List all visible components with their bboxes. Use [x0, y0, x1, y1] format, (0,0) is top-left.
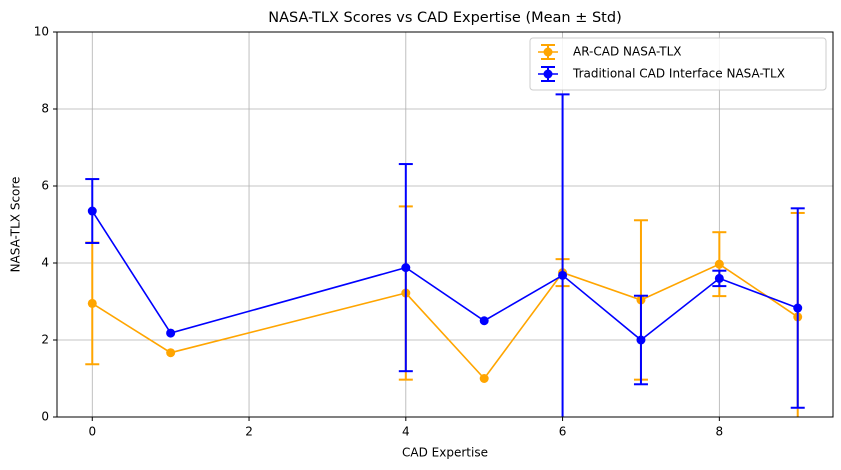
marker [558, 270, 568, 280]
x-tick-label: 0 [88, 425, 96, 439]
marker [714, 273, 724, 283]
legend: AR-CAD NASA-TLX Traditional CAD Interface… [529, 37, 827, 91]
plot-area [85, 93, 805, 417]
x-tick-label: 6 [559, 425, 567, 439]
legend-marker [543, 69, 553, 79]
x-tick-label: 2 [245, 425, 253, 439]
series [85, 93, 805, 417]
legend-box [529, 37, 827, 91]
y-axis-label: NASA-TLX Score [9, 177, 23, 273]
marker [87, 298, 97, 308]
x-tick-label: 4 [402, 425, 410, 439]
legend-label: AR-CAD NASA-TLX [573, 45, 681, 59]
marker [87, 206, 97, 216]
y-tick-label: 2 [41, 333, 49, 347]
axes-frame [56, 31, 834, 418]
series-line [91, 263, 799, 380]
marker [401, 263, 411, 273]
marker [793, 303, 803, 313]
x-tick-label: 8 [716, 425, 724, 439]
x-axis-label: CAD Expertise [402, 446, 488, 460]
ticks: 0 2 4 6 8 0 2 4 6 8 10 [34, 25, 723, 439]
legend-marker [543, 47, 553, 57]
legend-label: Traditional CAD Interface NASA-TLX [572, 67, 785, 81]
y-tick-label: 10 [34, 25, 49, 39]
marker [636, 335, 646, 345]
series-line [91, 210, 799, 342]
chart-title: NASA-TLX Scores vs CAD Expertise (Mean ±… [268, 10, 621, 26]
marker [714, 259, 724, 269]
y-tick-label: 6 [41, 179, 49, 193]
marker [166, 348, 176, 358]
marker [166, 328, 176, 338]
marker [479, 316, 489, 326]
y-tick-label: 4 [41, 256, 49, 270]
y-tick-label: 8 [41, 102, 49, 116]
marker [479, 374, 489, 383]
y-tick-label: 0 [41, 410, 49, 424]
